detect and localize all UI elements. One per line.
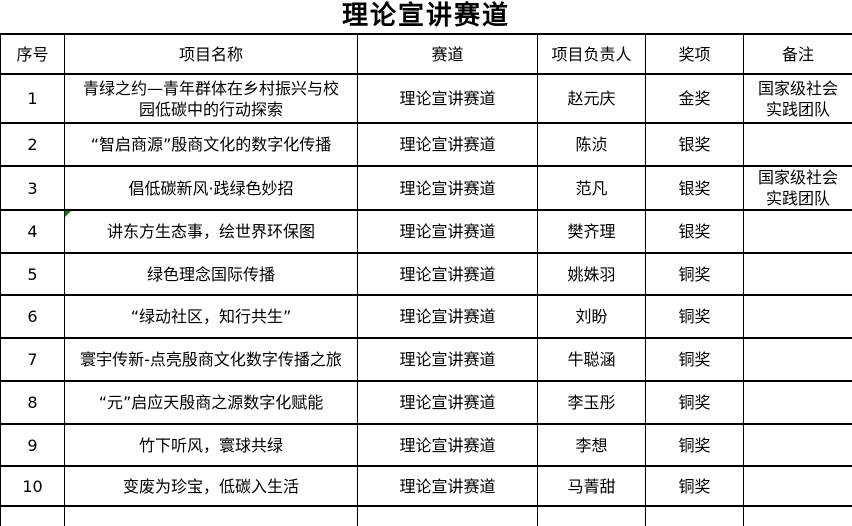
track-cell[interactable]: 理论宣讲赛道 — [358, 295, 538, 338]
name-cell[interactable]: “绿动社区，知行共生” — [65, 295, 358, 338]
remark-cell[interactable] — [744, 424, 852, 466]
index-cell[interactable]: 8 — [1, 381, 65, 424]
leader-cell[interactable]: 樊齐理 — [538, 210, 646, 253]
award-cell[interactable]: 金奖 — [646, 74, 744, 123]
remark-cell[interactable] — [744, 466, 852, 506]
table-row: 2“智启商源”殷商文化的数字化传播理论宣讲赛道陈浈银奖 — [1, 123, 852, 166]
track-cell[interactable]: 理论宣讲赛道 — [358, 338, 538, 381]
name-cell[interactable]: “元”启应天殷商之源数字化赋能 — [65, 381, 358, 424]
award-cell[interactable]: 银奖 — [646, 123, 744, 166]
award-cell[interactable]: 铜奖 — [646, 338, 744, 381]
track-cell[interactable]: 理论宣讲赛道 — [358, 166, 538, 210]
track-cell[interactable]: 理论宣讲赛道 — [358, 253, 538, 295]
track-cell[interactable]: 理论宣讲赛道 — [358, 424, 538, 466]
leader-cell[interactable] — [538, 506, 646, 526]
track-cell[interactable] — [358, 506, 538, 526]
index-cell[interactable]: 4 — [1, 210, 65, 253]
index-cell[interactable]: 10 — [1, 466, 65, 506]
track-cell[interactable]: 理论宣讲赛道 — [358, 123, 538, 166]
column-header-track[interactable]: 赛道 — [358, 34, 538, 74]
track-cell[interactable]: 理论宣讲赛道 — [358, 210, 538, 253]
error-marker-icon — [65, 211, 71, 217]
remark-cell[interactable] — [744, 253, 852, 295]
table-row: 8“元”启应天殷商之源数字化赋能理论宣讲赛道李玉彤铜奖 — [1, 381, 852, 424]
remark-cell[interactable]: 国家级社会实践团队 — [744, 74, 852, 123]
index-cell[interactable] — [1, 506, 65, 526]
page-title: 理论宣讲赛道 — [0, 0, 852, 33]
award-cell[interactable]: 铜奖 — [646, 466, 744, 506]
index-cell[interactable]: 3 — [1, 166, 65, 210]
award-cell[interactable]: 铜奖 — [646, 295, 744, 338]
award-cell[interactable]: 银奖 — [646, 166, 744, 210]
index-cell[interactable]: 1 — [1, 74, 65, 123]
award-cell[interactable]: 铜奖 — [646, 253, 744, 295]
name-cell[interactable]: 寰宇传新-点亮殷商文化数字传播之旅 — [65, 338, 358, 381]
column-header-remark[interactable]: 备注 — [744, 34, 852, 74]
name-cell[interactable] — [65, 506, 358, 526]
name-cell[interactable]: “智启商源”殷商文化的数字化传播 — [65, 123, 358, 166]
column-header-index[interactable]: 序号 — [1, 34, 65, 74]
track-cell[interactable]: 理论宣讲赛道 — [358, 74, 538, 123]
column-header-name[interactable]: 项目名称 — [65, 34, 358, 74]
remark-cell[interactable] — [744, 506, 852, 526]
index-cell[interactable]: 7 — [1, 338, 65, 381]
remark-cell[interactable]: 国家级社会实践团队 — [744, 166, 852, 210]
remark-cell[interactable] — [744, 210, 852, 253]
leader-cell[interactable]: 陈浈 — [538, 123, 646, 166]
award-cell[interactable]: 铜奖 — [646, 424, 744, 466]
index-cell[interactable]: 5 — [1, 253, 65, 295]
leader-cell[interactable]: 李想 — [538, 424, 646, 466]
leader-cell[interactable]: 刘盼 — [538, 295, 646, 338]
leader-cell[interactable]: 范凡 — [538, 166, 646, 210]
name-cell[interactable]: 竹下听风，寰球共绿 — [65, 424, 358, 466]
leader-cell[interactable]: 赵元庆 — [538, 74, 646, 123]
award-cell[interactable]: 银奖 — [646, 210, 744, 253]
header-row: 序号项目名称赛道项目负责人奖项备注 — [1, 34, 852, 74]
name-cell[interactable]: 青绿之约—青年群体在乡村振兴与校园低碳中的行动探索 — [65, 74, 358, 123]
leader-cell[interactable]: 李玉彤 — [538, 381, 646, 424]
index-cell[interactable]: 6 — [1, 295, 65, 338]
remark-cell[interactable] — [744, 123, 852, 166]
award-cell[interactable]: 铜奖 — [646, 381, 744, 424]
award-cell[interactable] — [646, 506, 744, 526]
index-cell[interactable]: 9 — [1, 424, 65, 466]
leader-cell[interactable]: 牛聪涵 — [538, 338, 646, 381]
table-row: 6“绿动社区，知行共生”理论宣讲赛道刘盼铜奖 — [1, 295, 852, 338]
column-header-award[interactable]: 奖项 — [646, 34, 744, 74]
name-cell[interactable]: 变废为珍宝，低碳入生活 — [65, 466, 358, 506]
remark-cell[interactable] — [744, 381, 852, 424]
index-cell[interactable]: 2 — [1, 123, 65, 166]
remark-cell[interactable] — [744, 338, 852, 381]
leader-cell[interactable]: 马菁甜 — [538, 466, 646, 506]
name-cell[interactable]: 倡低碳新风·践绿色妙招 — [65, 166, 358, 210]
remark-cell[interactable] — [744, 295, 852, 338]
name-cell[interactable]: 绿色理念国际传播 — [65, 253, 358, 295]
track-cell[interactable]: 理论宣讲赛道 — [358, 466, 538, 506]
track-cell[interactable]: 理论宣讲赛道 — [358, 381, 538, 424]
partial-row — [1, 506, 852, 526]
column-header-leader[interactable]: 项目负责人 — [538, 34, 646, 74]
name-cell[interactable]: 讲东方生态事，绘世界环保图 — [65, 210, 358, 253]
leader-cell[interactable]: 姚姝羽 — [538, 253, 646, 295]
